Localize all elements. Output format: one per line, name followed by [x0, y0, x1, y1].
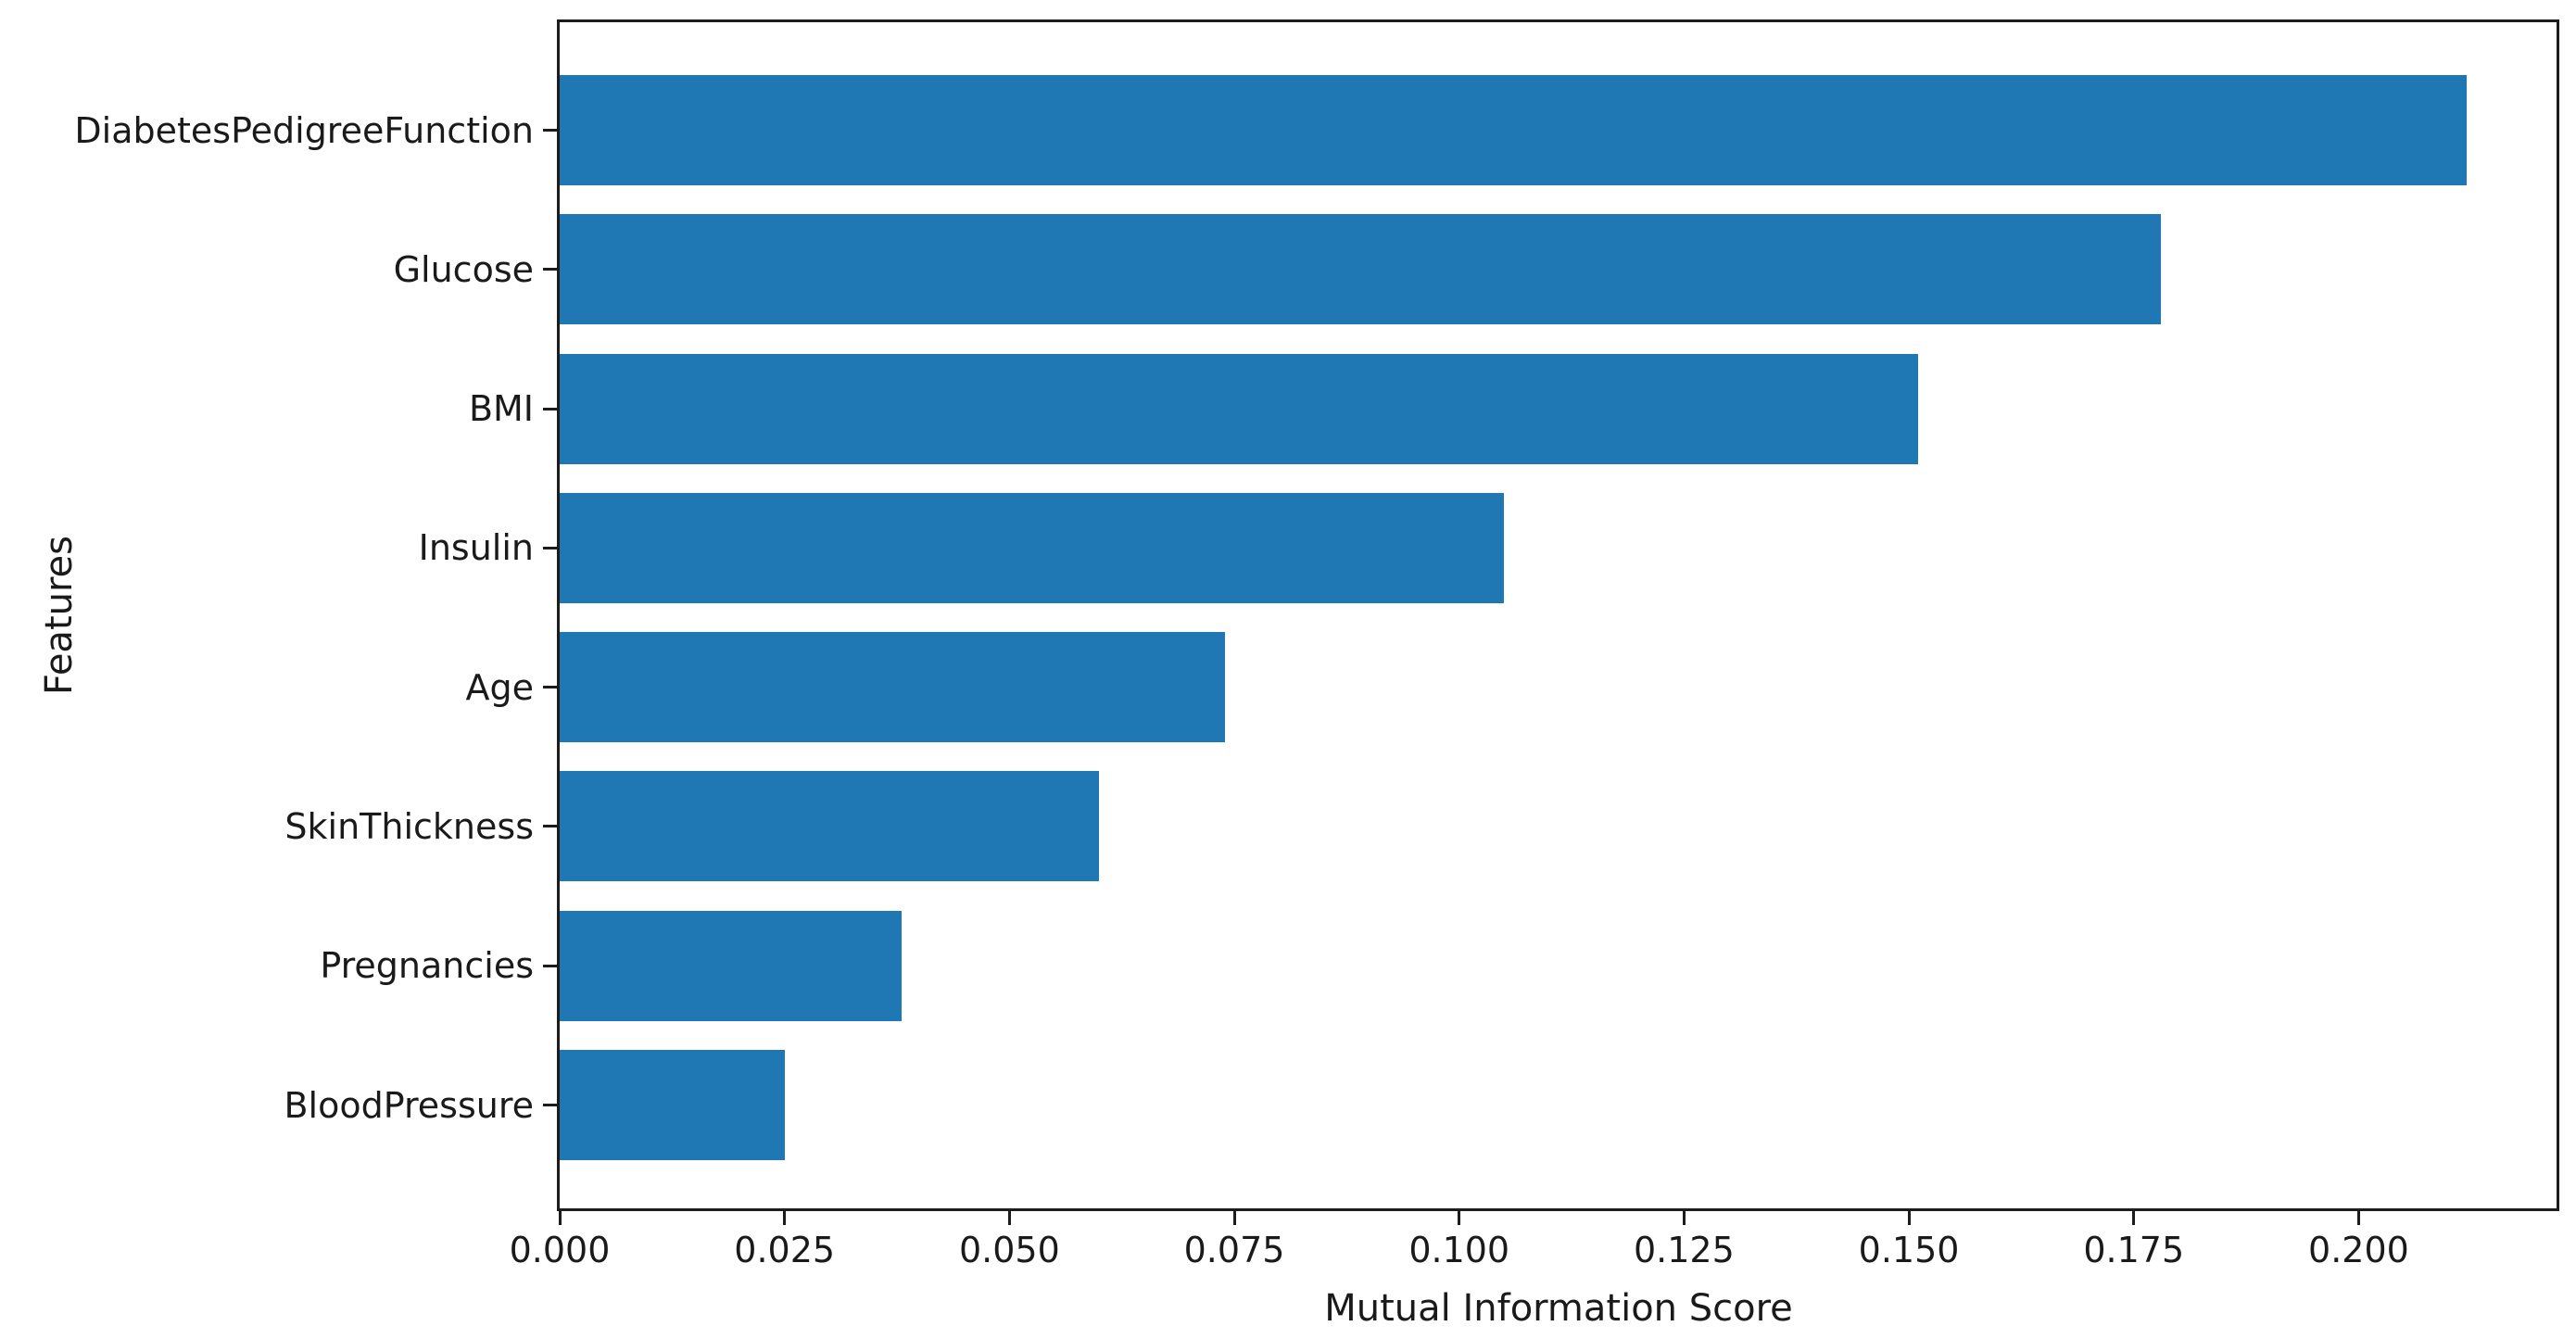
y-tick-label: BloodPressure — [284, 1084, 534, 1126]
bar — [560, 632, 1226, 743]
x-tick-mark — [558, 1211, 562, 1225]
y-tick-mark — [543, 686, 557, 689]
x-tick-label: 0.125 — [1633, 1230, 1735, 1270]
bar — [560, 910, 902, 1021]
bar — [560, 353, 1918, 464]
x-tick-mark — [2356, 1211, 2360, 1225]
y-tick-mark — [543, 129, 557, 132]
bar — [560, 771, 1100, 882]
y-tick-mark — [543, 268, 557, 272]
y-tick-label: Glucose — [393, 248, 534, 290]
x-tick-label: 0.200 — [2308, 1230, 2409, 1270]
x-tick-mark — [783, 1211, 787, 1225]
y-tick-label: Insulin — [418, 527, 534, 569]
y-tick-mark — [543, 964, 557, 967]
y-tick-mark — [543, 1104, 557, 1106]
y-tick-label: Pregnancies — [320, 945, 534, 987]
bar — [560, 492, 1505, 603]
plot-area — [557, 19, 2559, 1211]
x-tick-label: 0.175 — [2083, 1230, 2185, 1270]
x-tick-label: 0.025 — [734, 1230, 836, 1270]
y-axis-title: Features — [38, 536, 81, 695]
x-axis-title: Mutual Information Score — [1324, 1287, 1793, 1330]
x-tick-mark — [1007, 1211, 1011, 1225]
bar — [560, 1049, 785, 1160]
x-tick-mark — [1458, 1211, 1461, 1225]
x-tick-mark — [1682, 1211, 1686, 1225]
y-tick-mark — [543, 546, 557, 549]
x-tick-label: 0.150 — [1858, 1230, 1960, 1270]
y-tick-label: Age — [465, 666, 535, 708]
bars-container — [560, 22, 2557, 1208]
x-tick-label: 0.050 — [958, 1230, 1060, 1270]
x-tick-label: 0.100 — [1408, 1230, 1510, 1270]
x-tick-mark — [1907, 1211, 1911, 1225]
bar — [560, 214, 2161, 325]
x-tick-mark — [1232, 1211, 1236, 1225]
y-tick-mark — [543, 825, 557, 828]
x-tick-label: 0.075 — [1183, 1230, 1285, 1270]
y-tick-label: BMI — [468, 388, 534, 430]
y-tick-label: DiabetesPedigreeFunction — [74, 109, 534, 151]
x-tick-label: 0.000 — [509, 1230, 611, 1270]
bar — [560, 75, 2467, 185]
y-tick-mark — [543, 407, 557, 411]
x-tick-mark — [2132, 1211, 2136, 1225]
y-tick-label: SkinThickness — [284, 805, 534, 847]
